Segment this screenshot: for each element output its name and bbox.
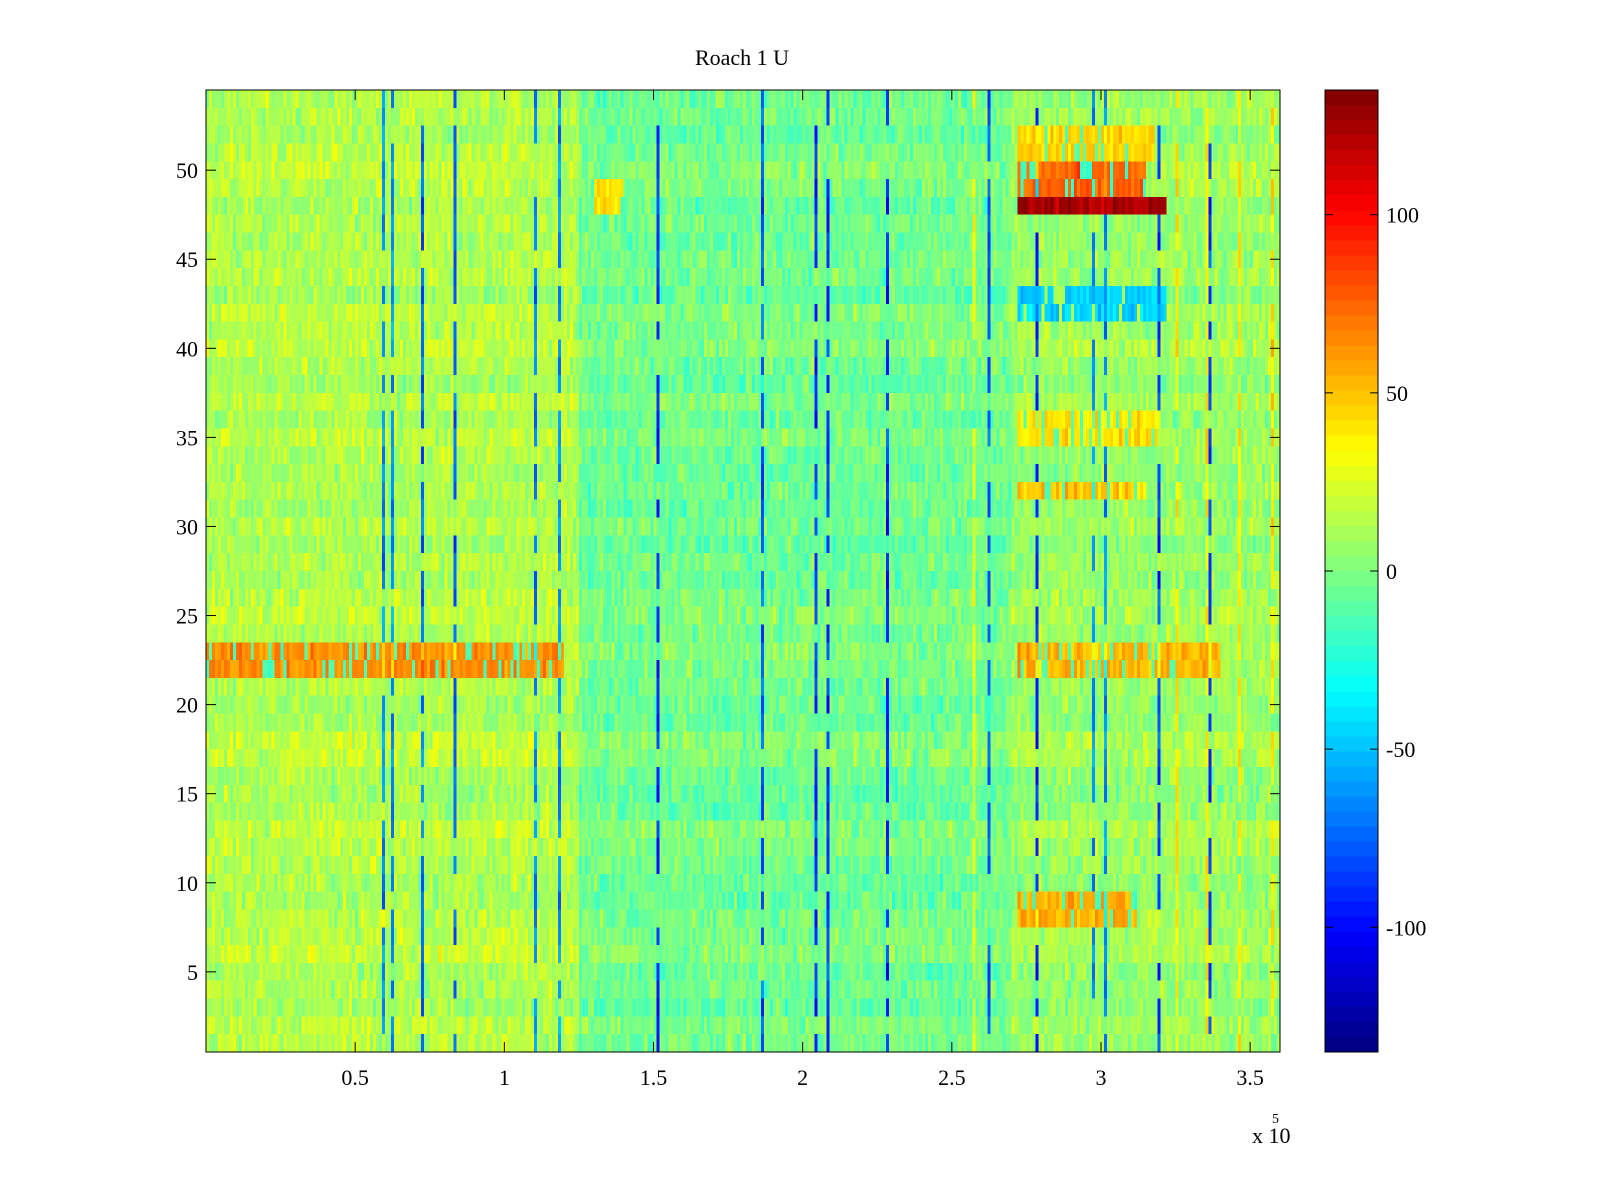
y-tick-label: 40 [176, 336, 198, 361]
x-tick-label: 2 [797, 1065, 808, 1090]
y-tick-label: 30 [176, 514, 198, 539]
y-axis-ticks: 5 10 15 20 25 30 35 40 45 50 [176, 158, 1280, 985]
heatmap-image [206, 90, 1280, 1052]
x-tick-label: 1.5 [640, 1065, 668, 1090]
x-tick-label: 2.5 [938, 1065, 966, 1090]
y-tick-label: 15 [176, 782, 198, 807]
x-tick-label: 1 [499, 1065, 510, 1090]
x-axis-ticks: 0.5 1 1.5 2 2.5 3 3.5 [341, 90, 1264, 1090]
colorbar: -100 -50 0 50 100 [1324, 89, 1426, 1053]
y-tick-label: 5 [187, 960, 198, 985]
x-exponent-label: x 10 [1252, 1123, 1291, 1148]
chart-title: Roach 1 U [695, 45, 789, 70]
y-tick-label: 25 [176, 604, 198, 629]
colorbar-tick-label: 50 [1386, 381, 1408, 406]
colorbar-ticks: -100 -50 0 50 100 [1325, 203, 1426, 940]
x-tick-label: 3.5 [1236, 1065, 1264, 1090]
colorbar-image [1325, 90, 1378, 1052]
colorbar-tick-label: 0 [1386, 559, 1397, 584]
x-tick-label: 0.5 [341, 1065, 369, 1090]
y-tick-label: 10 [176, 871, 198, 896]
y-tick-label: 50 [176, 158, 198, 183]
y-tick-label: 20 [176, 693, 198, 718]
y-tick-label: 45 [176, 247, 198, 272]
x-exponent-power: 5 [1272, 1112, 1279, 1127]
colorbar-tick-label: -50 [1386, 737, 1415, 762]
y-tick-label: 35 [176, 425, 198, 450]
colorbar-tick-label: -100 [1386, 915, 1426, 940]
colorbar-tick-label: 100 [1386, 203, 1419, 228]
x-tick-label: 3 [1096, 1065, 1107, 1090]
plot-frame [205, 89, 1281, 1053]
heatmap-plot-area [205, 89, 1281, 1053]
